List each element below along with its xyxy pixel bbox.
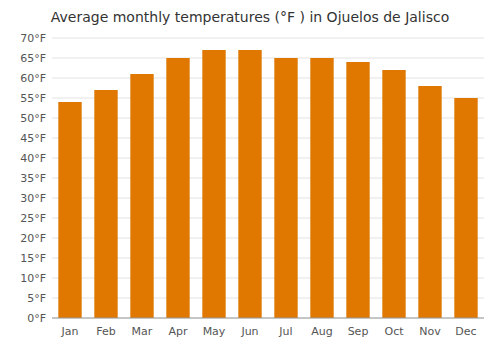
- x-tick-label: Feb: [96, 325, 115, 338]
- chart: Average monthly temperatures (°F ) in Oj…: [0, 0, 500, 350]
- y-tick-label: 60°F: [20, 72, 46, 85]
- y-tick-label: 25°F: [20, 212, 46, 225]
- x-tick-label: Jul: [278, 325, 292, 338]
- bar: [346, 62, 369, 318]
- x-tick-label: Dec: [455, 325, 476, 338]
- y-tick-label: 40°F: [20, 152, 46, 165]
- y-tick-label: 30°F: [20, 192, 46, 205]
- x-tick-label: Nov: [419, 325, 441, 338]
- y-tick-label: 15°F: [20, 252, 46, 265]
- bars: [58, 50, 477, 318]
- y-tick-label: 70°F: [20, 32, 46, 45]
- bar: [310, 58, 333, 318]
- bar: [418, 86, 441, 318]
- x-axis-line: [52, 318, 484, 319]
- x-tick-label: Apr: [168, 325, 188, 338]
- y-tick-label: 20°F: [20, 232, 46, 245]
- y-axis: 0°F 5°F 10°F 15°F 20°F 25°F 30°F 35°F 40°F 45°F 50…: [20, 32, 46, 325]
- bar: [202, 50, 225, 318]
- x-tick-label: May: [203, 325, 226, 338]
- grid-line: [52, 58, 484, 59]
- y-tick-label: 45°F: [20, 132, 46, 145]
- bar: [274, 58, 297, 318]
- bar: [382, 70, 405, 318]
- y-tick-label: 5°F: [27, 292, 46, 305]
- grid-line: [52, 318, 484, 319]
- grid-line: [52, 78, 484, 79]
- y-tick-label: 0°F: [27, 312, 46, 325]
- y-tick-label: 35°F: [20, 172, 46, 185]
- y-tick-label: 50°F: [20, 112, 46, 125]
- y-tick-label: 55°F: [20, 92, 46, 105]
- x-tick-label: Aug: [311, 325, 332, 338]
- y-tick-label: 65°F: [20, 52, 46, 65]
- bar: [238, 50, 261, 318]
- chart-container: Average monthly temperatures (°F ) in Oj…: [0, 0, 500, 350]
- bar: [94, 90, 117, 318]
- x-tick-label: Oct: [384, 325, 404, 338]
- bar: [166, 58, 189, 318]
- x-axis: Jan Feb Mar Apr May Jun Jul Aug Sep Oct Nov Dec: [52, 318, 484, 338]
- bar: [454, 98, 477, 318]
- bar: [130, 74, 153, 318]
- x-tick-label: Jun: [240, 325, 258, 338]
- x-tick-label: Jan: [61, 325, 79, 338]
- x-tick-label: Sep: [348, 325, 369, 338]
- x-tick-label: Mar: [132, 325, 153, 338]
- grid: [52, 38, 484, 318]
- title: Average monthly temperatures (°F ) in Oj…: [51, 9, 449, 25]
- grid-line: [52, 38, 484, 39]
- bar: [58, 102, 81, 318]
- y-tick-label: 10°F: [20, 272, 46, 285]
